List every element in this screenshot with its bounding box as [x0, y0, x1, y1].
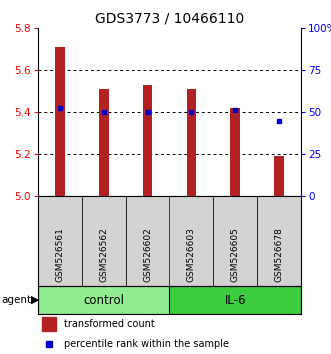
Bar	[187, 89, 196, 196]
Bar	[143, 85, 152, 196]
Bar	[213, 196, 257, 286]
Text: GSM526561: GSM526561	[55, 227, 65, 281]
Bar	[257, 196, 301, 286]
Bar	[99, 89, 109, 196]
Bar	[230, 108, 240, 196]
Text: IL-6: IL-6	[224, 293, 246, 307]
Text: GSM526678: GSM526678	[275, 227, 284, 281]
Text: agent: agent	[2, 295, 32, 305]
Bar	[38, 196, 82, 286]
Title: GDS3773 / 10466110: GDS3773 / 10466110	[95, 11, 244, 25]
Bar	[169, 286, 301, 314]
Bar	[82, 196, 126, 286]
Text: ▶: ▶	[31, 295, 40, 305]
Bar	[38, 286, 169, 314]
Bar	[126, 196, 169, 286]
Text: percentile rank within the sample: percentile rank within the sample	[64, 339, 229, 349]
Text: GSM526602: GSM526602	[143, 227, 152, 281]
Text: control: control	[83, 293, 124, 307]
Bar	[169, 196, 213, 286]
Text: transformed count: transformed count	[64, 319, 155, 329]
Bar	[274, 156, 284, 196]
Bar	[42, 317, 56, 331]
Bar	[55, 47, 65, 196]
Text: GSM526603: GSM526603	[187, 227, 196, 281]
Text: GSM526605: GSM526605	[231, 227, 240, 281]
Text: GSM526562: GSM526562	[99, 227, 108, 281]
